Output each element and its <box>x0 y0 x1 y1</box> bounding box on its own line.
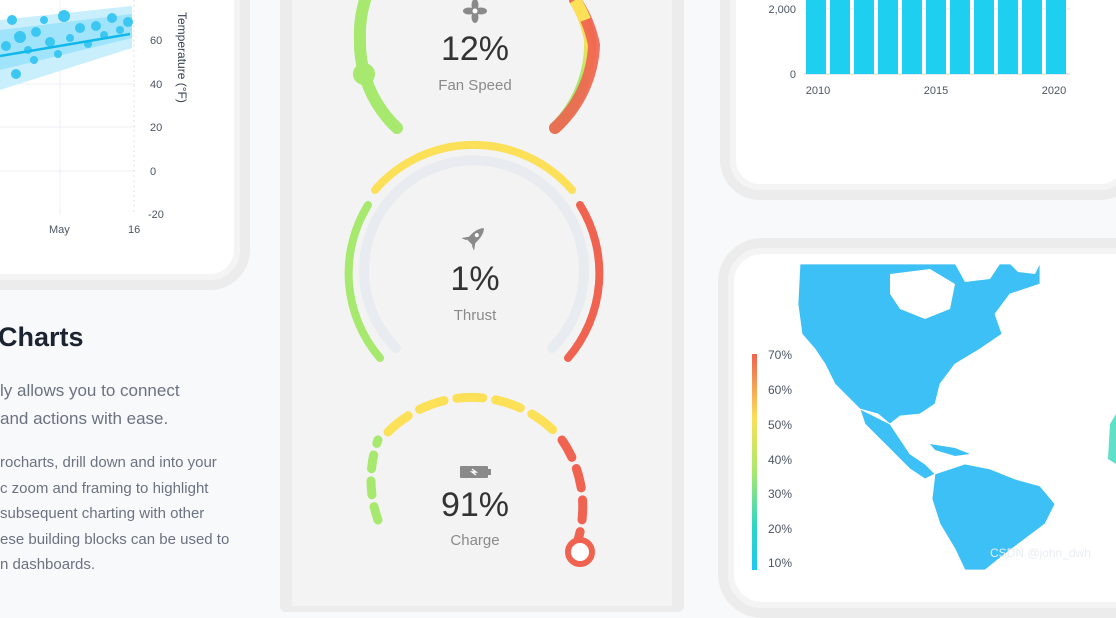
body-line: subsequent charting with other <box>0 505 205 522</box>
y-tick-60: 60 <box>150 35 162 47</box>
lead-line: and actions with ease. <box>0 409 169 428</box>
body-line: rocharts, drill down and into your <box>0 454 217 471</box>
y-tick-20: 20 <box>150 122 162 134</box>
legend-tick-10: 10% <box>768 556 792 570</box>
legend-tick-60: 60% <box>768 383 792 397</box>
phone-frame-middle <box>280 0 684 612</box>
y-axis-title: Temperature (°F) <box>175 12 189 103</box>
legend-tick-30: 30% <box>768 487 792 501</box>
battery-icon <box>460 466 491 478</box>
map-legend-bar <box>752 354 757 570</box>
gauge-charge <box>366 392 595 567</box>
legend-tick-20: 20% <box>768 522 792 536</box>
gauge-panel: 12% Fan Speed 1% Thrust 91% Charge <box>344 0 604 567</box>
y-tick-40: 40 <box>150 79 162 91</box>
gauge-fan-speed: 12% Fan Speed <box>353 0 601 134</box>
body-line: ese building blocks can be used to <box>0 530 230 548</box>
gauge-thrust-label: Thrust <box>454 307 497 324</box>
choropleth-map: 70% 60% 50% 40% 30% 20% 10% <box>740 264 1116 570</box>
gauge-thrust: 1% Thrust <box>344 140 604 362</box>
body-line: n dashboards. <box>0 556 96 573</box>
section-heading: Charts <box>0 322 84 352</box>
bar-x-tick-2020: 2020 <box>1042 85 1066 97</box>
temperature-chart: 60 40 20 0 -20 May 16 Temperature (°F) <box>0 0 200 245</box>
bar-x-tick-2010: 2010 <box>806 85 830 97</box>
lead-paragraph: ly allows you to connect and actions wit… <box>0 377 180 433</box>
watermark: CSDN @john_dwh <box>990 546 1091 560</box>
legend-tick-70: 70% <box>768 348 792 362</box>
gauge-fan-speed-label: Fan Speed <box>438 77 511 94</box>
gauge-charge-handle[interactable] <box>565 537 595 567</box>
bar-x-tick-2015: 2015 <box>924 85 948 97</box>
map-central-america[interactable] <box>859 408 936 480</box>
legend-tick-50: 50% <box>768 418 792 432</box>
rocket-icon <box>461 228 484 251</box>
y-tick-minus-20: -20 <box>148 209 164 221</box>
bar-chart: 2,000 0 2010 2015 2020 <box>760 0 1090 110</box>
body-paragraph: rocharts, drill down and into your c zoo… <box>0 450 229 578</box>
map-north-america[interactable] <box>797 264 1041 425</box>
gauge-thrust-value: 1% <box>450 260 499 298</box>
y-tick-0: 0 <box>150 166 156 178</box>
gauge-charge-label: Charge <box>450 532 499 549</box>
gauge-fan-speed-handle[interactable] <box>353 63 375 85</box>
gauge-charge-value: 91% <box>441 486 509 524</box>
fan-icon <box>463 0 487 23</box>
map-south-america[interactable] <box>931 463 1056 570</box>
lead-line: ly allows you to connect <box>0 381 180 400</box>
body-line: c zoom and framing to highlight <box>0 479 209 497</box>
bar-y-tick-2000: 2,000 <box>768 4 796 16</box>
legend-tick-40: 40% <box>768 453 792 467</box>
x-tick-may: May <box>49 224 70 236</box>
gauge-fan-speed-value: 12% <box>441 30 509 68</box>
x-tick-16: 16 <box>128 224 140 236</box>
bar-y-tick-0: 0 <box>790 69 796 81</box>
map-europe-edge[interactable] <box>1108 414 1116 464</box>
